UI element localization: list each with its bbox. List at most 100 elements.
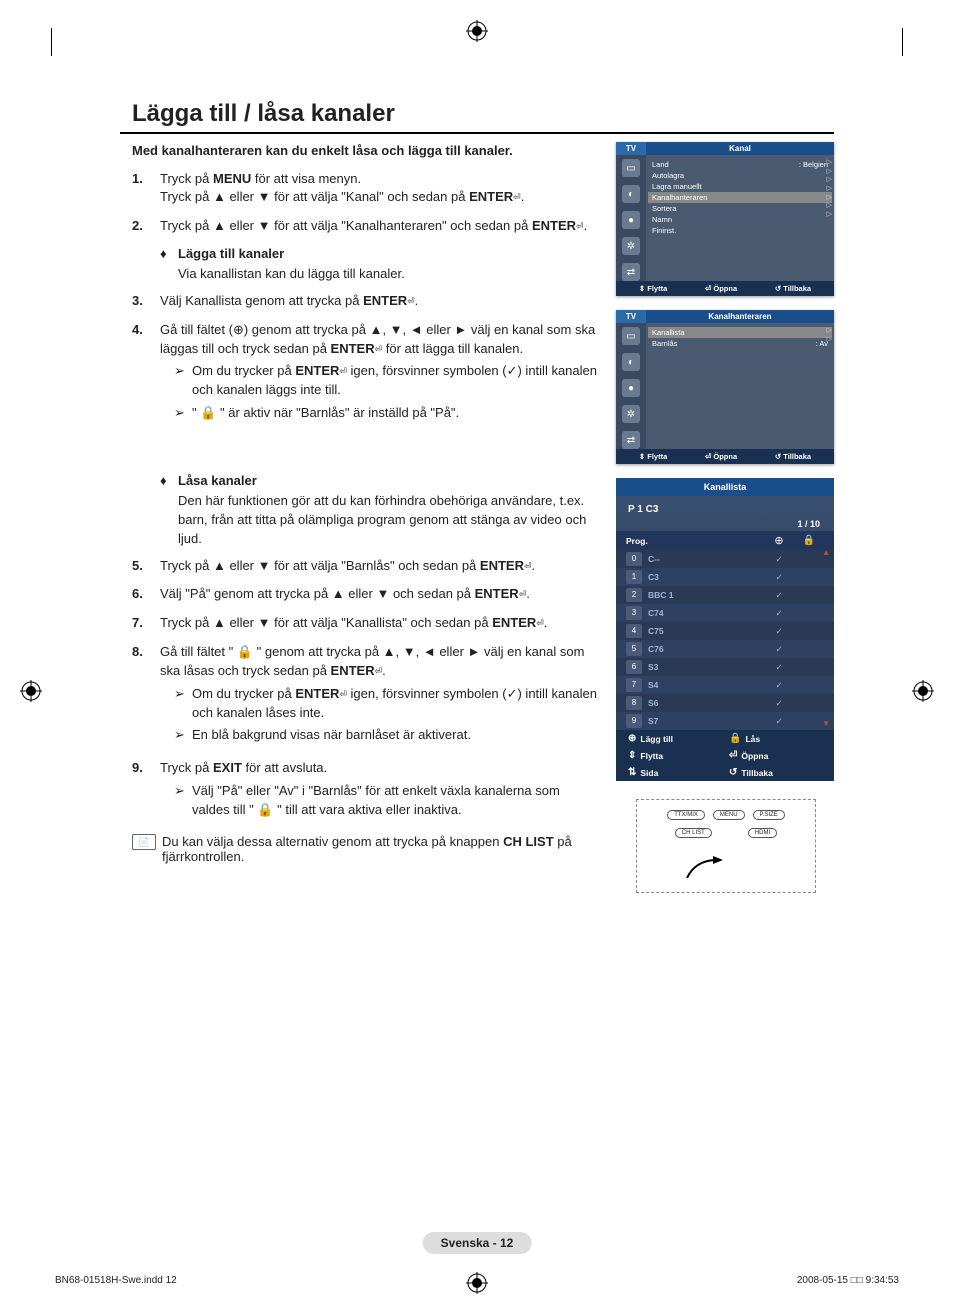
channel-row: 8S6✓ [616,694,834,712]
chlist-title: Kanallista [616,478,834,496]
step-number: 1. [132,170,160,208]
channel-check-icon: ✓ [764,590,794,601]
sound-icon: ◐ [622,185,640,203]
action-item: 🔒Lås [729,733,822,744]
scroll-down-icon: ▼ [822,719,830,728]
tv-foot-item: ⇕ Flytta [639,284,667,293]
channel-name: C75 [648,626,764,636]
diamond-icon: ♦ [160,473,178,488]
channel-row: 1C3✓ [616,568,834,586]
channel-row: 4C75✓ [616,622,834,640]
tv-foot-item: ⏎ Öppna [705,284,737,293]
channel-number: 1 [626,570,642,584]
col-prog: Prog. [626,536,764,546]
tv-footer: ⇕ Flytta ⏎ Öppna ↺ Tillbaka [616,281,834,296]
crop-mark [902,28,903,56]
channel-check-icon: ✓ [764,716,794,727]
tv-menu-item: Barnlås: Av [652,338,828,349]
action-label: Lås [745,734,760,744]
subsection-title: Låsa kanaler [178,473,257,488]
tv-foot-item: ↺ Tillbaka [775,452,811,461]
remote-illustration: TTX/MIXMENUP.SIZE CH LISTHDMI [636,799,816,893]
tv-item-label: Fininst. [652,226,676,235]
step-body: Tryck på ▲ eller ▼ för att välja "Kanalh… [160,217,598,236]
chlist-current: P 1 C3 [616,496,834,517]
setup-icon: ✲ [622,237,640,255]
remote-button: HDMI [748,828,777,838]
col-add-icon: ⊕ [764,534,794,547]
channel-row: 7S4✓ [616,676,834,694]
step-item: 8.Gå till fältet " 🔒 " genom att trycka … [132,643,598,749]
step-note: ➢Om du trycker på ENTER⏎ igen, försvinne… [174,362,598,400]
note-text: Om du trycker på ENTER⏎ igen, försvinner… [192,362,598,400]
channel-number: 3 [626,606,642,620]
channel-number: 7 [626,678,642,692]
step-body: Tryck på ▲ eller ▼ för att välja "Barnlå… [160,557,598,576]
picture-icon: ▭ [622,159,640,177]
intro-text: Med kanalhanteraren kan du enkelt låsa o… [120,142,598,160]
tv-foot-item: ↺ Tillbaka [775,284,811,293]
channel-check-icon: ✓ [764,680,794,691]
tv-sidebar-icons: ▭ ◐ ● ✲ ⇄ [616,155,646,281]
step-number: 6. [132,585,160,604]
tv-menu-item: Fininst. [652,225,828,236]
action-icon: ⇅ [628,767,636,778]
channel-name: BBC 1 [648,590,764,600]
action-icon: ⏎ [729,750,737,761]
step-body: Tryck på MENU för att visa menyn.Tryck p… [160,170,598,208]
note-arrow-icon: ➢ [174,726,192,745]
step-item: 7.Tryck på ▲ eller ▼ för att välja "Kana… [132,614,598,633]
tv-footer: ⇕ Flytta⏎ Öppna↺ Tillbaka [616,449,834,464]
tv-item-value: : Belgien [799,160,828,169]
action-item: ⏎ Öppna [729,750,822,761]
step-item: 6.Välj "På" genom att trycka på ▲ eller … [132,585,598,604]
channel-row: 6S3✓ [616,658,834,676]
chlist-pager: 1 / 10 [616,517,834,531]
arrow-column: ▷▷ [827,327,832,343]
action-label: Öppna [741,751,768,761]
tv-menu-item: Kanallista [648,327,832,338]
tv-item-label: Lagra manuellt [652,182,702,191]
tv-menu-item: Land: Belgien [652,159,828,170]
tv-menu-kanalhanteraren: TV Kanalhanteraren ▭ ◐ ● ✲ ⇄ ▷▷ [616,310,834,464]
input-icon: ⇄ [622,431,640,449]
channel-row: 3 C74✓ [616,604,834,622]
tv-item-label: Kanalhanteraren [652,193,707,202]
tv-foot-item: ⇕ Flytta [639,452,667,461]
note-arrow-icon: ➢ [174,782,192,820]
step-body: Välj "På" genom att trycka på ▲ eller ▼ … [160,585,598,604]
action-row: ⇕Flytta⏎Öppna [616,747,834,764]
channel-icon: ● [622,211,640,229]
step-number: 9. [132,759,160,824]
registration-mark-icon [912,680,934,702]
channel-name: C74 [648,608,764,618]
action-icon: ⇕ [628,750,636,761]
tv-item-label: Sortera [652,204,677,213]
step-note: ➢En blå bakgrund visas när barnlåset är … [174,726,598,745]
step-number: 4. [132,321,160,427]
input-icon: ⇄ [622,263,640,281]
channel-row: 5C76✓ [616,640,834,658]
channel-number: 0 [626,552,642,566]
note-text: Välj "På" eller "Av" i "Barnlås" för att… [192,782,598,820]
tv-sidebar-icons: ▭ ◐ ● ✲ ⇄ [616,323,646,449]
channel-name: C-- [648,554,764,564]
setup-icon: ✲ [622,405,640,423]
channel-name: S7 [648,716,764,726]
channel-check-icon: ✓ [764,608,794,619]
scroll-up-icon: ▲ [822,548,830,557]
note-text: En blå bakgrund visas när barnlåset är a… [192,726,598,745]
subsection-body: Via kanallistan kan du lägga till kanale… [178,265,598,284]
subsection-body: Den här funktionen gör att du kan förhin… [178,492,598,549]
chlist-actions: ⊕Lägg till🔒Lås⇕Flytta⏎Öppna⇅Sida↺Tillbak… [616,730,834,781]
instructions-column: Med kanalhanteraren kan du enkelt låsa o… [120,142,598,893]
step-item: 1.Tryck på MENU för att visa menyn.Tryck… [132,170,598,208]
action-label: Sida [640,768,658,778]
step-note: ➢" 🔒 " är aktiv när "Barnlås" är inställ… [174,404,598,423]
step-body: Välj Kanallista genom att trycka på ENTE… [160,292,598,311]
step-item: 4.Gå till fältet (⊕) genom att trycka på… [132,321,598,427]
note-arrow-icon: ➢ [174,404,192,423]
channel-row: 2BBC 1✓ [616,586,834,604]
step-item: 3.Välj Kanallista genom att trycka på EN… [132,292,598,311]
channel-number: 4 [626,624,642,638]
